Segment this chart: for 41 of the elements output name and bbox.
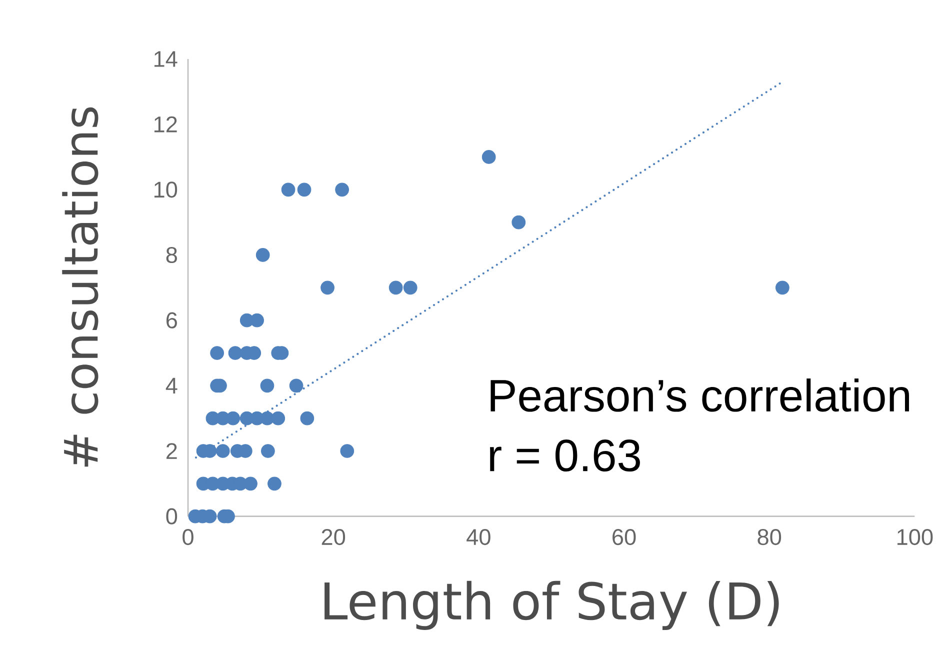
point [226, 411, 240, 426]
point [228, 346, 242, 360]
point [250, 313, 264, 328]
point [210, 346, 224, 360]
y-tick-label: 0 [166, 508, 178, 524]
y-tick-label: 8 [166, 246, 177, 264]
point [261, 444, 275, 458]
x-tick-label: 100 [898, 529, 933, 546]
point [271, 411, 286, 426]
y-axis-title: # consultations [62, 107, 98, 467]
point [256, 248, 270, 262]
point [216, 444, 230, 458]
x-tick-label: 20 [322, 529, 346, 546]
x-tick-label: 0 [182, 529, 194, 546]
point [297, 182, 312, 197]
y-tick-label: 10 [154, 182, 178, 198]
y-tick-label: 14 [154, 51, 178, 67]
x-tick-label: 80 [758, 529, 782, 546]
point [281, 182, 296, 197]
annotation: Pearson’s correlation [490, 378, 909, 412]
point [260, 378, 274, 393]
point [244, 476, 258, 491]
point [289, 378, 304, 393]
point [388, 280, 403, 295]
point [340, 444, 354, 458]
point [512, 215, 526, 230]
point [300, 411, 314, 426]
x-tick-label: 60 [612, 529, 636, 546]
x-axis-title: Length of Stay (D) [324, 580, 779, 630]
y-tick-label: 2 [166, 443, 177, 459]
y-tick-label: 6 [166, 312, 177, 328]
point [482, 150, 496, 164]
y-tick-label: 4 [166, 378, 178, 394]
annotation: r = 0.63 [490, 439, 640, 472]
point [335, 182, 349, 197]
point [775, 280, 790, 295]
point [268, 476, 282, 491]
x-tick-label: 40 [466, 529, 490, 546]
y-tick-label: 12 [154, 116, 177, 132]
point [403, 280, 418, 295]
point [320, 280, 334, 295]
